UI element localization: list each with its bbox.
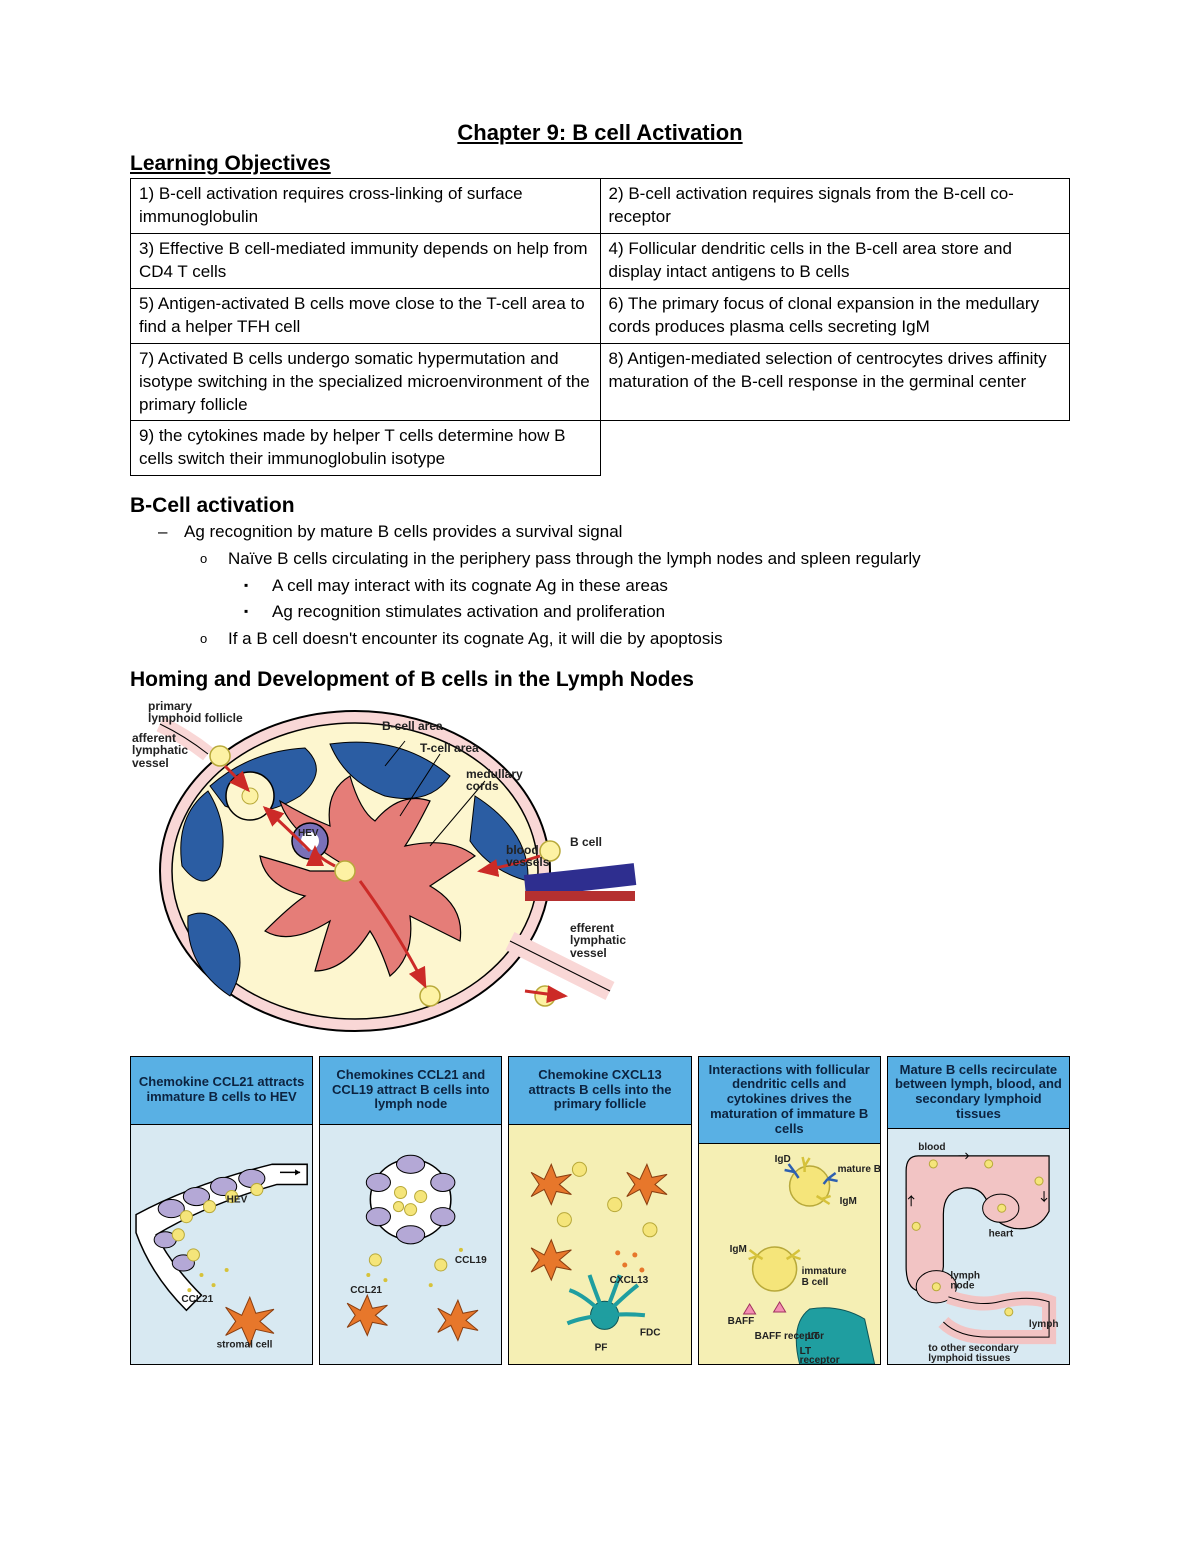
list-item: If a B cell doesn't encounter its cognat… <box>228 627 1070 652</box>
panel-body: blood heart lymphnode lymph to other sec… <box>888 1129 1069 1364</box>
label-primary-follicle: primary lymphoid follicle <box>148 700 248 725</box>
chapter-title: Chapter 9: B cell Activation <box>130 120 1070 146</box>
lymph-node-diagram: HEV <box>130 696 650 1046</box>
panel-2: Chemokines CCL21 and CCL19 attract B cel… <box>319 1056 502 1366</box>
panel-header: Chemokine CCL21 attracts immature B cell… <box>131 1057 312 1125</box>
objective-cell: 9) the cytokines made by helper T cells … <box>131 421 601 476</box>
label-efferent-vessel: efferent lymphatic vessel <box>570 922 640 960</box>
label-medullary-cords: medullary cords <box>466 768 556 793</box>
label-afferent-vessel: afferent lymphatic vessel <box>132 732 202 770</box>
panel-5: Mature B cells recirculate between lymph… <box>887 1056 1070 1366</box>
label-tcell-area: T-cell area <box>420 742 479 755</box>
panel-3: Chemokine CXCL13 attracts B cells into t… <box>508 1056 691 1366</box>
p3-cxcl13-label: CXCL13 <box>610 1275 649 1286</box>
panel-body: IgD mature B cell IgM IgM immatureB cell… <box>699 1144 880 1364</box>
p4-igd-label: IgD <box>774 1154 790 1165</box>
p5-other-label: to other secondarylymphoid tissues <box>928 1343 1019 1364</box>
table-row: 9) the cytokines made by helper T cells … <box>131 421 1070 476</box>
panel-sequence: Chemokine CCL21 attracts immature B cell… <box>130 1056 1070 1366</box>
p1-stromal-label: stromal cell <box>217 1339 273 1350</box>
p4-igm2-label: IgM <box>729 1244 746 1255</box>
label-bcell: B cell <box>570 836 602 849</box>
bullet-list: Ag recognition by mature B cells provide… <box>130 520 1070 651</box>
label-blood-vessels: blood vessels <box>506 844 554 869</box>
table-row: 1) B-cell activation requires cross-link… <box>131 179 1070 234</box>
bcell-activation-heading: B-Cell activation <box>130 494 1070 518</box>
panel-1: Chemokine CCL21 attracts immature B cell… <box>130 1056 313 1366</box>
objective-cell: 1) B-cell activation requires cross-link… <box>131 179 601 234</box>
lymph-svg: HEV <box>130 696 650 1046</box>
panel-4: Interactions with follicular dendritic c… <box>698 1056 881 1366</box>
p4-immature-label: immatureB cell <box>801 1266 846 1288</box>
objective-cell: 8) Antigen-mediated selection of centroc… <box>600 343 1070 421</box>
p4-lt-label: LT <box>807 1331 818 1342</box>
table-row: 3) Effective B cell-mediated immunity de… <box>131 233 1070 288</box>
p1-ccl21-label: CCL21 <box>181 1294 213 1305</box>
objective-cell: 6) The primary focus of clonal expansion… <box>600 288 1070 343</box>
table-row: 7) Activated B cells undergo somatic hyp… <box>131 343 1070 421</box>
learning-objectives-heading: Learning Objectives <box>130 152 1070 176</box>
p1-hev-label: HEV <box>227 1194 248 1205</box>
p5-blood-label: blood <box>918 1142 945 1153</box>
panel-header: Chemokines CCL21 and CCL19 attract B cel… <box>320 1057 501 1125</box>
list-item: Ag recognition stimulates activation and… <box>272 600 1070 625</box>
homing-heading: Homing and Development of B cells in the… <box>130 668 1070 692</box>
table-row: 5) Antigen-activated B cells move close … <box>131 288 1070 343</box>
list-item: Ag recognition by mature B cells provide… <box>184 520 1070 651</box>
panel-body: CCL21 CCL19 <box>320 1125 501 1365</box>
list-item: A cell may interact with its cognate Ag … <box>272 574 1070 599</box>
p3-pf-label: PF <box>595 1342 608 1353</box>
p4-igm-label: IgM <box>839 1196 856 1207</box>
objective-cell: 2) B-cell activation requires signals fr… <box>600 179 1070 234</box>
list-item: Naïve B cells circulating in the periphe… <box>228 547 1070 625</box>
bullet-text: Ag recognition by mature B cells provide… <box>184 522 622 541</box>
learning-objectives-table: 1) B-cell activation requires cross-link… <box>130 178 1070 476</box>
objective-cell: 4) Follicular dendritic cells in the B-c… <box>600 233 1070 288</box>
hev-label: HEV <box>298 828 319 839</box>
p5-lymph-label: lymph <box>1029 1319 1059 1330</box>
objective-cell: 7) Activated B cells undergo somatic hyp… <box>131 343 601 421</box>
p4-mature-label: mature B cell <box>837 1164 880 1175</box>
p5-heart-label: heart <box>988 1229 1013 1240</box>
objective-text: 5) Antigen-activated B cells move close … <box>139 294 585 336</box>
objective-cell-empty <box>600 421 1070 476</box>
p2-ccl19-label: CCL19 <box>455 1254 487 1265</box>
p5-lymphnode-label: lymphnode <box>950 1271 980 1292</box>
p4-baff-label: BAFF <box>727 1316 754 1327</box>
objective-cell: 5) Antigen-activated B cells move close … <box>131 288 601 343</box>
panel-body: CXCL13 FDC PF <box>509 1125 690 1365</box>
objective-cell: 3) Effective B cell-mediated immunity de… <box>131 233 601 288</box>
label-bcell-area: B-cell area <box>382 720 443 733</box>
panel-body: HEV CCL21 stromal cell <box>131 1125 312 1365</box>
panel-header: Chemokine CXCL13 attracts B cells into t… <box>509 1057 690 1125</box>
bullet-text: Naïve B cells circulating in the periphe… <box>228 549 921 568</box>
panel-header: Mature B cells recirculate between lymph… <box>888 1057 1069 1130</box>
panel-header: Interactions with follicular dendritic c… <box>699 1057 880 1145</box>
p3-fdc-label: FDC <box>640 1327 661 1338</box>
p2-ccl21-label: CCL21 <box>350 1285 382 1296</box>
